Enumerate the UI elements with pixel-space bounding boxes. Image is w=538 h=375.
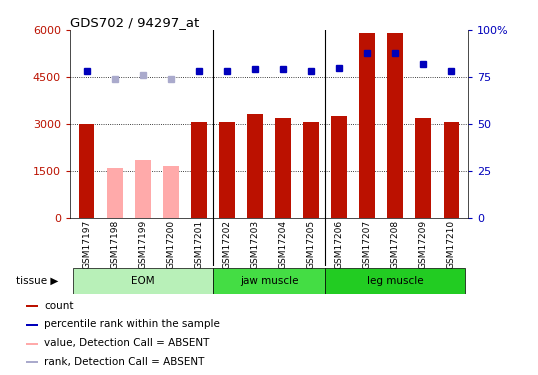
Bar bbox=[247, 114, 263, 218]
Bar bbox=[107, 168, 123, 217]
Bar bbox=[26, 305, 38, 307]
Text: GSM17210: GSM17210 bbox=[447, 220, 456, 269]
Bar bbox=[331, 116, 347, 218]
Bar bbox=[26, 324, 38, 326]
Text: GSM17197: GSM17197 bbox=[82, 220, 91, 269]
Text: leg muscle: leg muscle bbox=[367, 276, 423, 286]
Text: GSM17207: GSM17207 bbox=[363, 220, 372, 269]
Bar bbox=[135, 160, 151, 218]
Text: GSM17208: GSM17208 bbox=[391, 220, 400, 269]
Text: GSM17209: GSM17209 bbox=[419, 220, 428, 269]
Bar bbox=[443, 122, 459, 218]
Bar bbox=[26, 361, 38, 363]
Text: GSM17201: GSM17201 bbox=[194, 220, 203, 269]
Text: rank, Detection Call = ABSENT: rank, Detection Call = ABSENT bbox=[44, 357, 204, 367]
Bar bbox=[325, 268, 465, 294]
Text: jaw muscle: jaw muscle bbox=[240, 276, 298, 286]
Text: GSM17202: GSM17202 bbox=[222, 220, 231, 269]
Text: GSM17205: GSM17205 bbox=[307, 220, 316, 269]
Bar bbox=[359, 33, 375, 218]
Bar bbox=[191, 122, 207, 218]
Bar bbox=[213, 268, 325, 294]
Text: EOM: EOM bbox=[131, 276, 154, 286]
Bar bbox=[275, 117, 291, 218]
Text: GSM17200: GSM17200 bbox=[166, 220, 175, 269]
Text: GDS702 / 94297_at: GDS702 / 94297_at bbox=[70, 16, 199, 29]
Text: GSM17199: GSM17199 bbox=[138, 220, 147, 269]
Text: percentile rank within the sample: percentile rank within the sample bbox=[44, 320, 220, 329]
Text: tissue ▶: tissue ▶ bbox=[16, 276, 59, 286]
Bar bbox=[163, 166, 179, 218]
Bar bbox=[387, 33, 403, 218]
Bar bbox=[415, 117, 431, 218]
Text: value, Detection Call = ABSENT: value, Detection Call = ABSENT bbox=[44, 338, 210, 348]
Text: GSM17198: GSM17198 bbox=[110, 220, 119, 269]
Bar bbox=[26, 342, 38, 345]
Text: GSM17204: GSM17204 bbox=[279, 220, 287, 269]
Text: GSM17203: GSM17203 bbox=[251, 220, 259, 269]
Text: GSM17206: GSM17206 bbox=[335, 220, 344, 269]
Bar bbox=[303, 122, 318, 218]
Bar bbox=[219, 122, 235, 218]
Text: count: count bbox=[44, 301, 74, 310]
Bar bbox=[79, 124, 95, 218]
Bar bbox=[73, 268, 213, 294]
